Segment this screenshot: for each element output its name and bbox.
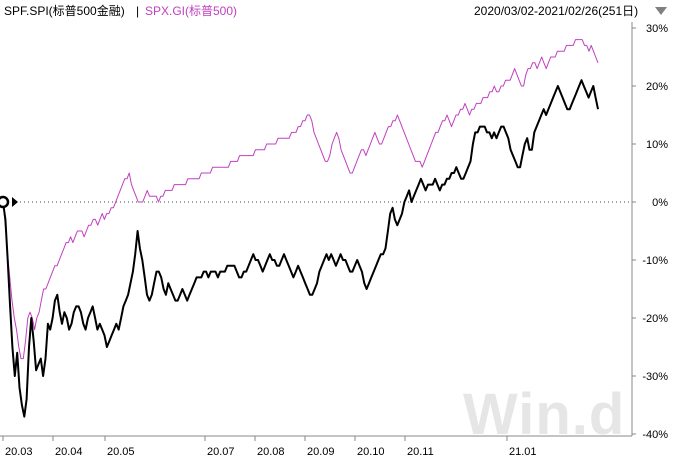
y-tick-label: -30% — [642, 371, 668, 383]
legend-separator: | — [136, 4, 140, 18]
y-tick-label: -40% — [642, 429, 668, 441]
date-range-label[interactable]: 2020/03/02-2021/02/26(251日) — [474, 4, 639, 18]
y-tick-label: 20% — [646, 81, 668, 93]
y-tick-label: 30% — [646, 23, 668, 35]
chart-header: SPF.SPI(标普500金融) | SPX.GI(标普500) 2020/03… — [0, 0, 673, 22]
y-tick-label: -10% — [642, 255, 668, 267]
y-tick-label: -20% — [642, 313, 668, 325]
y-axis-ticks: 30% 20% 10% 0% -10% -20% -30% -40% — [632, 23, 668, 441]
series-line-spx — [2, 39, 599, 360]
legend-series-spx[interactable]: SPX.GI(标普500) — [145, 4, 238, 18]
baseline-arrow-icon — [12, 197, 18, 207]
legend-series-spf[interactable]: SPF.SPI(标普500金融) — [4, 4, 125, 18]
baseline-circle-icon — [0, 195, 10, 209]
series-line-spf — [2, 79, 599, 418]
x-tick-label: 20.09 — [307, 446, 335, 458]
x-tick-label: 20.10 — [357, 446, 385, 458]
x-tick-label: 20.03 — [5, 446, 33, 458]
triangle-down-icon[interactable] — [655, 7, 667, 15]
x-tick-label: 20.05 — [107, 446, 135, 458]
x-tick-label: 21.01 — [509, 446, 537, 458]
x-tick-label: 20.07 — [207, 446, 235, 458]
x-axis-ticks: 20.03 20.04 20.05 20.07 20.08 20.09 20.10 20.11… — [2, 436, 537, 458]
y-tick-label: 0% — [652, 197, 668, 209]
series-layer — [2, 39, 599, 418]
x-tick-label: 20.04 — [55, 446, 83, 458]
x-tick-label: 20.11 — [407, 446, 434, 458]
watermark-logo: Win.d — [463, 382, 626, 447]
baseline-marker — [0, 195, 18, 209]
x-tick-label: 20.08 — [257, 446, 285, 458]
y-tick-label: 10% — [646, 139, 668, 151]
